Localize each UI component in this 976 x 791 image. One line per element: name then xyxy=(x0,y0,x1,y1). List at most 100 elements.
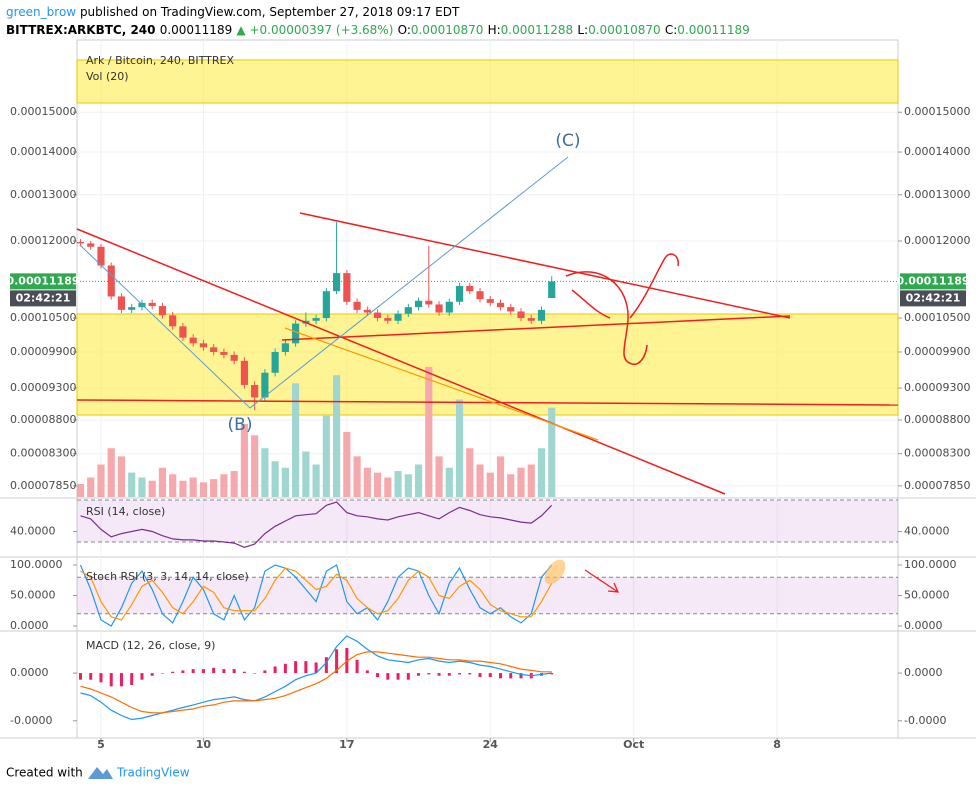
y-tick-label: 0.00009900 xyxy=(10,345,76,358)
published: published on TradingView.com, September … xyxy=(80,5,460,19)
y-tick-label: 0.00015000 xyxy=(10,105,76,118)
volume-bar xyxy=(507,474,515,497)
volume-bar xyxy=(117,456,126,497)
volume-bar xyxy=(343,432,351,497)
candle-body xyxy=(476,291,484,300)
histogram-bar xyxy=(550,673,554,675)
y-tick-label: -0.0000 xyxy=(10,714,52,727)
y-tick-label: 0.00010500 xyxy=(10,311,76,324)
y-tick-label: 0.00009900 xyxy=(904,345,970,358)
candle-body xyxy=(158,306,167,316)
candle-body xyxy=(189,337,197,344)
volume-bar xyxy=(128,472,136,497)
volume-title: Vol (20) xyxy=(86,70,129,83)
histogram-bar xyxy=(427,673,431,675)
candle-body xyxy=(128,307,136,310)
volume-bar xyxy=(189,477,197,497)
y-tick-label: 100.0000 xyxy=(10,558,63,571)
candle-body xyxy=(384,318,392,321)
histogram-bar xyxy=(222,669,226,674)
volume-bar xyxy=(292,383,300,497)
volume-bar xyxy=(476,464,484,497)
y-tick-label: 50.0000 xyxy=(904,588,950,601)
o-label: O: xyxy=(398,23,411,37)
volume-bar xyxy=(414,464,423,497)
volume-bar xyxy=(158,467,167,497)
indicator-line xyxy=(79,564,553,627)
candle-body xyxy=(179,326,187,338)
header-line: green_brow published on TradingView.com,… xyxy=(6,5,460,19)
candle-body xyxy=(527,318,535,321)
candle-body xyxy=(240,360,248,385)
y-tick-label: 100.0000 xyxy=(904,558,957,571)
y-tick-label: 0.00015000 xyxy=(904,105,970,118)
histogram-bar xyxy=(478,673,482,678)
histogram-bar xyxy=(458,673,462,675)
candle-body xyxy=(97,246,105,266)
histogram-bar xyxy=(488,673,492,678)
l-label: L: xyxy=(577,23,588,37)
volume-bar xyxy=(373,472,382,497)
pane-title: RSI (14, close) xyxy=(86,505,165,518)
candle-body xyxy=(87,243,95,247)
histogram-bar xyxy=(119,673,123,687)
symbol: BITTREX:ARKBTC, 240 xyxy=(6,23,156,37)
histogram-bar xyxy=(150,673,154,676)
histogram-bar xyxy=(355,659,359,674)
logo xyxy=(88,767,113,779)
volume-bar xyxy=(404,474,412,497)
volume-bar xyxy=(394,471,402,497)
volume-bar xyxy=(435,456,443,497)
candle-body xyxy=(507,307,515,312)
change: ▲ +0.00000397 (+3.68%) xyxy=(236,23,393,37)
histogram-bar xyxy=(447,673,451,676)
y-tick-label: 50.0000 xyxy=(10,588,56,601)
volume-bar xyxy=(148,480,156,497)
x-tick-label: 17 xyxy=(339,738,354,751)
y-tick-label: 0.00007850 xyxy=(10,479,76,492)
volume-bar xyxy=(97,464,105,497)
author[interactable]: green_brow xyxy=(6,5,76,19)
histogram-bar xyxy=(386,673,390,680)
candle-body xyxy=(230,354,238,361)
symbol-line: BITTREX:ARKBTC, 240 0.00011189 ▲ +0.0000… xyxy=(6,23,750,37)
volume-bar xyxy=(445,467,453,497)
volume-bar xyxy=(199,482,208,497)
histogram-bar xyxy=(201,669,205,674)
volume-bar xyxy=(87,477,95,497)
histogram-bar xyxy=(283,663,287,674)
volume-bar xyxy=(548,407,556,497)
histogram-bar xyxy=(499,673,503,679)
last-price-box xyxy=(900,273,966,290)
y-tick-label: 0.0000 xyxy=(904,666,943,679)
volume-bar xyxy=(312,464,320,497)
histogram-bar xyxy=(212,667,216,674)
y-tick-label: 0.0000 xyxy=(10,666,49,679)
arrow xyxy=(584,569,620,593)
histogram-bar xyxy=(273,666,277,674)
candle-body xyxy=(251,384,259,398)
footer-brand[interactable]: TradingView xyxy=(116,766,190,780)
x-tick-label: 5 xyxy=(97,738,105,751)
candle-body xyxy=(292,323,300,344)
l: 0.00010870 xyxy=(588,23,661,37)
annotation: (B) xyxy=(228,415,253,435)
pane-title: Ark / Bitcoin, 240, BITTREX xyxy=(86,54,234,67)
y-tick-label: 0.00014000 xyxy=(10,145,76,158)
histogram-bar xyxy=(376,673,380,678)
y-tick-label: 0.00007850 xyxy=(904,479,970,492)
y-tick-label: 0.0000 xyxy=(904,619,943,632)
volume-bar xyxy=(353,456,361,497)
y-tick-label: 40.0000 xyxy=(904,525,950,538)
histogram-bar xyxy=(314,662,318,674)
volume-bar xyxy=(537,448,546,497)
histogram-bar xyxy=(140,673,144,680)
candle-body xyxy=(312,318,320,321)
candle-body xyxy=(210,347,218,352)
volume-bar xyxy=(230,471,238,497)
c: 0.00011189 xyxy=(677,23,750,37)
candle-body xyxy=(343,273,351,302)
volume-bar xyxy=(271,461,279,497)
candle-body xyxy=(148,302,156,307)
